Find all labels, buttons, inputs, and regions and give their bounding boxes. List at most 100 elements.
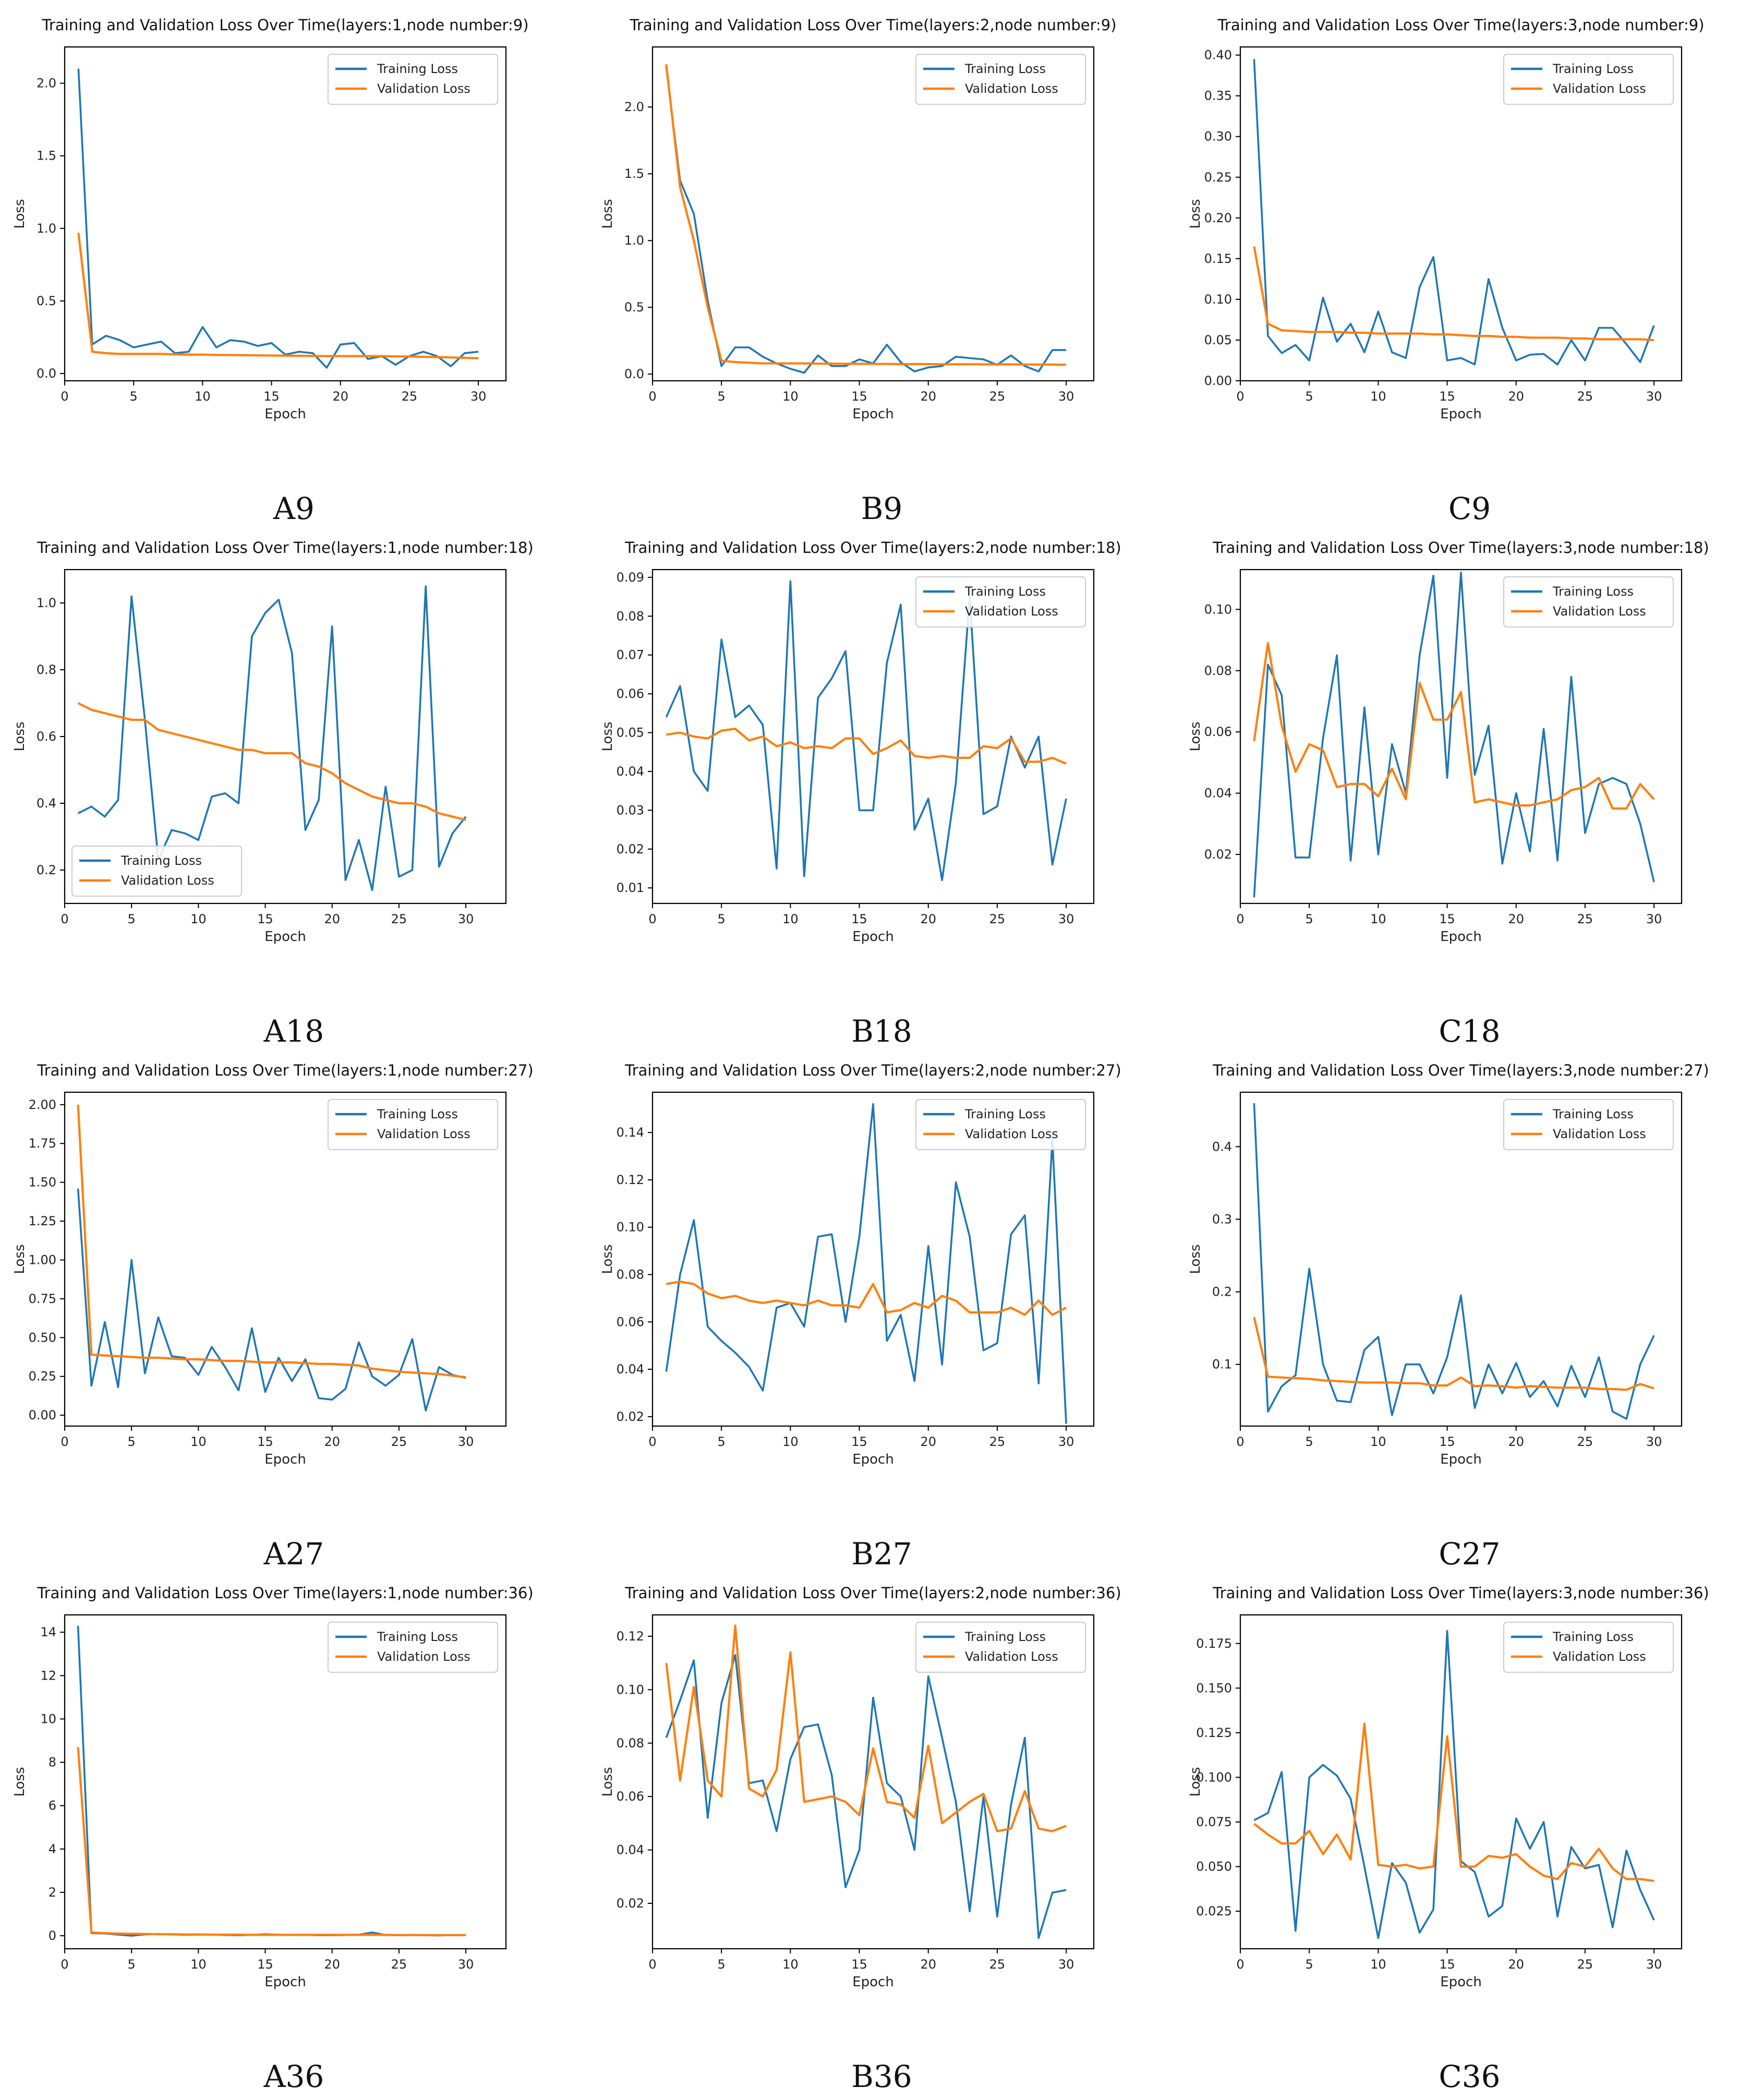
legend-label: Validation Loss [377, 1649, 470, 1664]
legend-box [71, 846, 242, 897]
x-axis-label: Epoch [264, 1452, 306, 1467]
legend-label: Training Loss [964, 1630, 1046, 1644]
legend-label: Training Loss [964, 62, 1046, 76]
y-tick-label: 0.25 [1204, 170, 1232, 185]
legend-label: Training Loss [377, 1107, 458, 1121]
training-loss-line [77, 585, 467, 891]
y-tick-label: 1.5 [37, 149, 56, 163]
legend-label: Validation Loss [965, 1649, 1058, 1664]
legend: Training Loss Validation Loss [915, 1622, 1086, 1673]
y-axis-label: Loss [1188, 721, 1203, 751]
y-tick-label: 0.075 [1196, 1815, 1232, 1829]
x-tick-label: 5 [128, 1957, 136, 1972]
validation-loss-line [1253, 1722, 1654, 1882]
y-tick-label: 2 [49, 1885, 56, 1900]
y-tick-label: 0.06 [1204, 725, 1232, 739]
plot-frame [64, 46, 507, 382]
x-tick-label: 20 [920, 912, 936, 926]
panel-caption: A27 [263, 1536, 324, 1572]
x-tick-label: 20 [332, 389, 348, 404]
x-tick-label: 30 [458, 1434, 474, 1449]
y-tick-label: 0.07 [617, 648, 644, 662]
x-tick-label: 25 [1577, 1957, 1593, 1972]
y-tick-label: 0.12 [617, 1629, 644, 1644]
legend-label: Validation Loss [1553, 604, 1646, 619]
y-axis-label: Loss [1188, 1244, 1203, 1274]
x-tick-label: 25 [1577, 912, 1593, 926]
y-axis-label: Loss [600, 199, 615, 228]
y-tick-label: 0.04 [617, 764, 644, 779]
x-tick-label: 5 [718, 912, 726, 926]
legend-label: Training Loss [1552, 1630, 1634, 1644]
legend-box [328, 1099, 498, 1150]
training-loss-line [77, 1188, 466, 1412]
x-tick-label: 15 [257, 1957, 273, 1972]
y-axis-label: Loss [600, 1244, 615, 1274]
y-tick-label: 0.04 [1204, 786, 1232, 801]
validation-loss-line [77, 702, 466, 822]
training-loss-line [665, 1654, 1067, 1939]
x-axis-label: Epoch [1440, 406, 1482, 422]
y-tick-label: 0.09 [617, 570, 644, 585]
legend: Training Loss Validation Loss [1503, 576, 1674, 627]
y-tick-label: 0.4 [1212, 1139, 1232, 1154]
y-tick-label: 2.0 [624, 100, 644, 114]
y-tick-label: 0.20 [1204, 211, 1232, 225]
x-tick-label: 0 [648, 912, 656, 926]
validation-loss-line [77, 1747, 466, 1936]
legend-box [915, 54, 1086, 105]
y-axis-label: Loss [12, 1244, 28, 1274]
x-tick-label: 15 [851, 912, 867, 926]
chart-panel-c27: Training and Validation Loss Over Time(l… [1176, 1045, 1763, 1572]
legend: Training Loss Validation Loss [1503, 54, 1674, 105]
panel-caption: A36 [263, 2059, 324, 2094]
x-tick-label: 0 [648, 389, 656, 404]
x-tick-label: 10 [782, 1957, 799, 1972]
plot-frame [651, 1614, 1095, 1950]
y-tick-label: 0.0 [624, 367, 644, 381]
x-tick-label: 0 [61, 1957, 68, 1972]
chart-panel-b9: Training and Validation Loss Over Time(l… [588, 0, 1176, 526]
legend-label: Validation Loss [965, 604, 1058, 619]
legend-box [1503, 1622, 1674, 1673]
x-tick-label: 10 [1370, 1434, 1386, 1449]
chart-a9: Training and Validation Loss Over Time(l… [12, 16, 529, 422]
validation-loss-line [77, 1104, 466, 1379]
chart-a18: Training and Validation Loss Over Time(l… [12, 539, 534, 945]
y-tick-label: 0.025 [1196, 1904, 1232, 1918]
chart-panel-b18: Training and Validation Loss Over Time(l… [588, 523, 1176, 1049]
y-tick-label: 0.05 [617, 726, 644, 740]
y-tick-label: 0.050 [1196, 1860, 1232, 1874]
panel-caption: C9 [1448, 491, 1491, 526]
legend-label: Training Loss [1552, 584, 1634, 599]
legend: Training Loss Validation Loss [915, 54, 1086, 105]
y-tick-label: 0.10 [1204, 602, 1232, 617]
chart-title: Training and Validation Loss Over Time(l… [1212, 1584, 1709, 1602]
x-tick-label: 30 [1646, 1957, 1662, 1972]
panel-caption: B27 [851, 1536, 912, 1572]
legend-label: Training Loss [964, 1107, 1046, 1121]
panel-caption: C18 [1439, 1013, 1501, 1049]
x-tick-label: 15 [1439, 1434, 1455, 1449]
y-tick-label: 0.00 [29, 1408, 56, 1422]
x-tick-label: 25 [391, 1434, 407, 1449]
chart-panel-b36: Training and Validation Loss Over Time(l… [588, 1568, 1176, 2094]
y-tick-label: 0.0 [37, 366, 56, 381]
validation-loss-line [665, 1624, 1067, 1832]
x-tick-label: 10 [195, 389, 211, 404]
x-tick-label: 10 [782, 912, 799, 926]
chart-b9: Training and Validation Loss Over Time(l… [600, 16, 1117, 422]
y-tick-label: 0.05 [1204, 333, 1232, 347]
y-tick-label: 0.08 [617, 609, 644, 623]
y-tick-label: 0.2 [1212, 1285, 1232, 1299]
x-tick-label: 5 [1306, 912, 1313, 926]
chart-title: Training and Validation Loss Over Time(l… [37, 1061, 533, 1079]
x-tick-label: 20 [324, 1957, 340, 1972]
panel-caption: A9 [273, 491, 315, 526]
x-tick-label: 20 [920, 389, 936, 404]
chart-title: Training and Validation Loss Over Time(l… [629, 16, 1116, 34]
x-tick-label: 0 [648, 1434, 656, 1449]
x-tick-label: 20 [1508, 912, 1524, 926]
y-tick-label: 0.10 [617, 1682, 644, 1697]
